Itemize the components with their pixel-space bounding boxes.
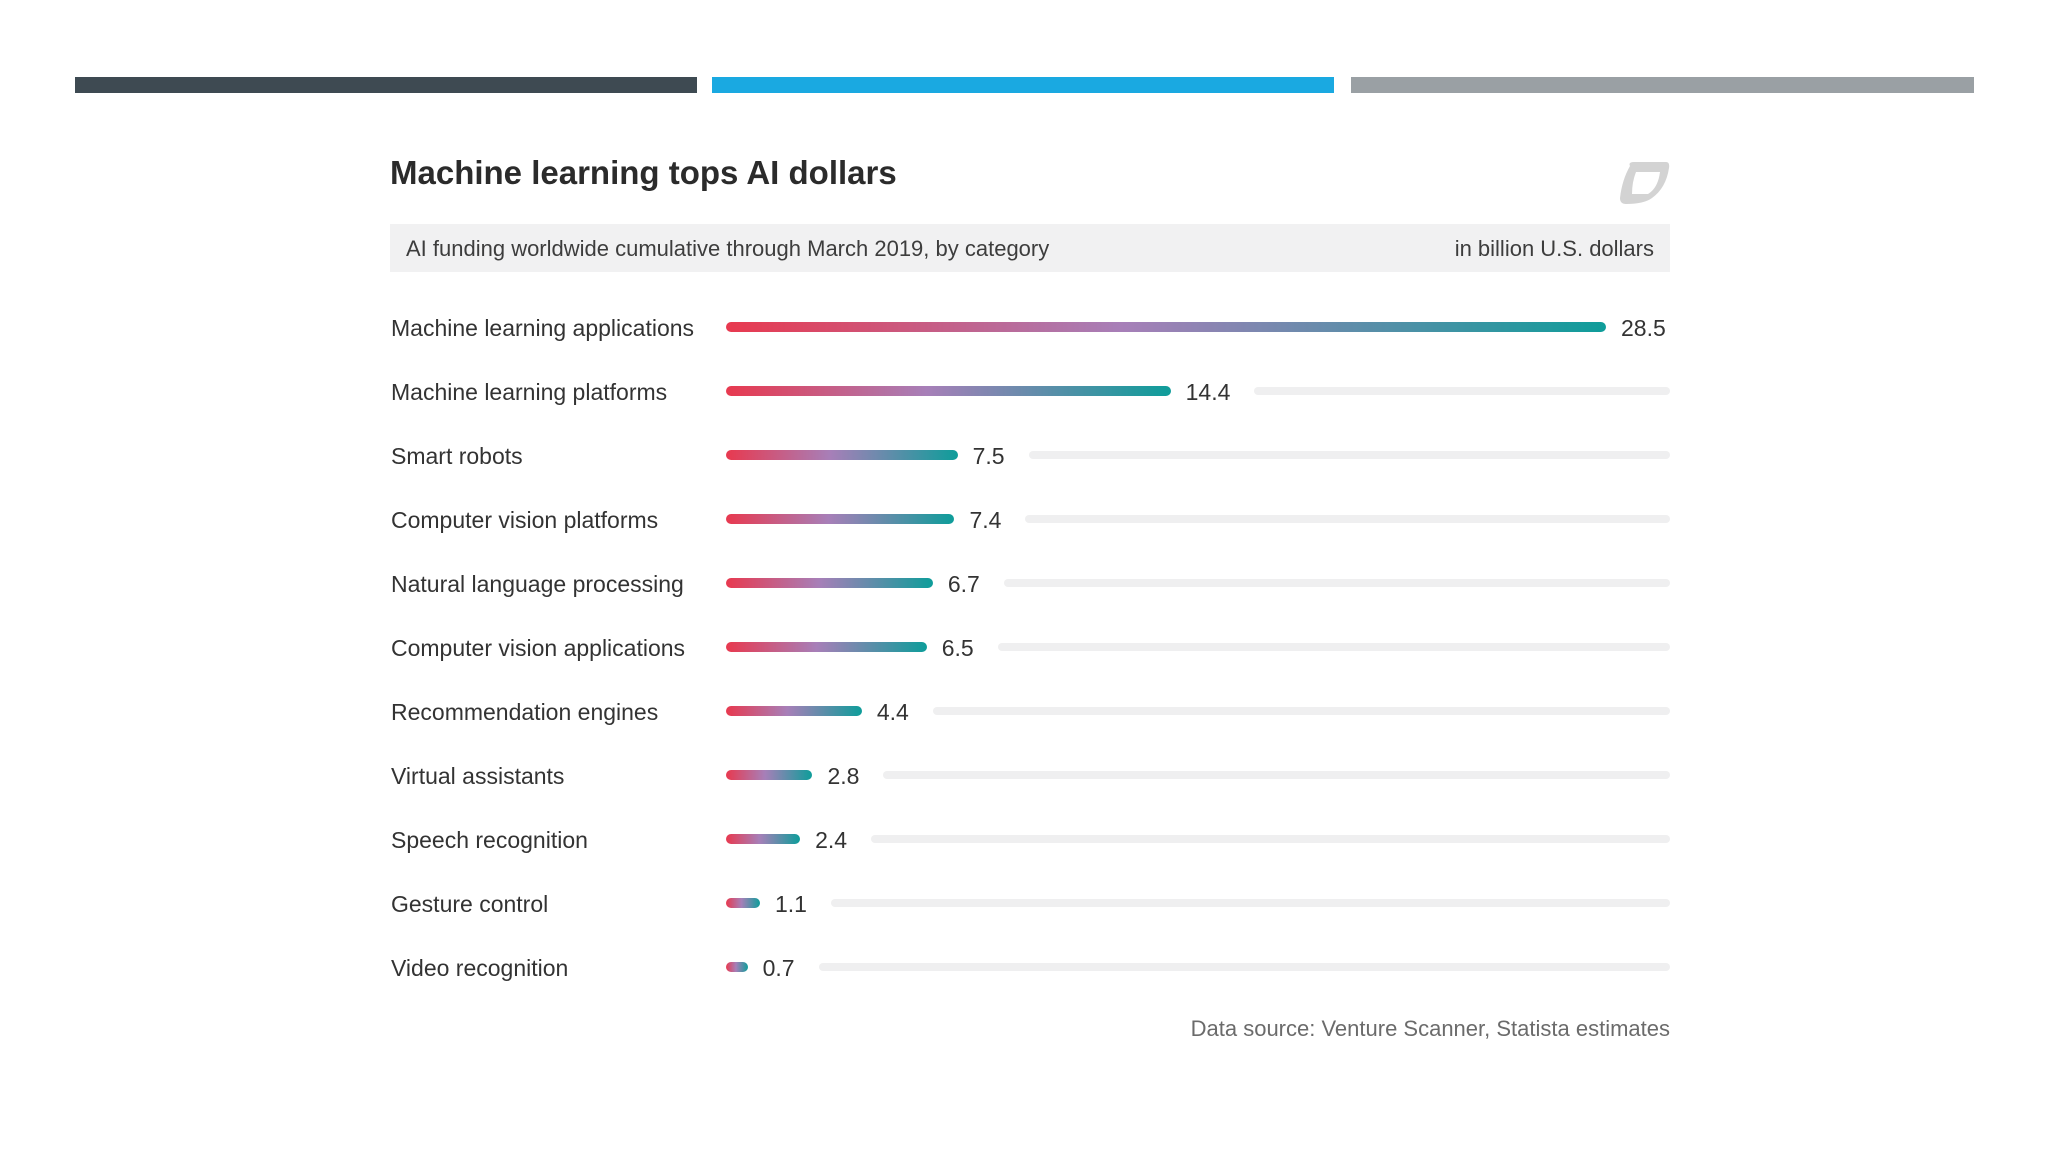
subtitle-band: AI funding worldwide cumulative through … (390, 224, 1670, 272)
bar-row: Recommendation engines 4.4 (390, 691, 1670, 731)
bar-track (830, 899, 1670, 907)
bar-row: Video recognition 0.7 (390, 947, 1670, 987)
bar (726, 834, 801, 844)
top-accent-bar-blue (712, 77, 1334, 93)
data-source: Data source: Venture Scanner, Statista e… (1190, 1016, 1670, 1041)
bar-row: Natural language processing 6.7 (390, 563, 1670, 603)
category-label: Natural language processing (391, 571, 684, 597)
bar (726, 578, 933, 588)
bar (726, 706, 862, 716)
bar-row: Computer vision platforms 7.4 (390, 499, 1670, 539)
statista-logo-icon (1620, 162, 1670, 204)
value-label: 4.4 (876, 699, 909, 725)
bar-row: Virtual assistants 2.8 (390, 755, 1670, 795)
bar-row: Smart robots 7.5 (390, 435, 1670, 475)
bar-track (1028, 451, 1670, 459)
category-label: Machine learning applications (391, 315, 695, 341)
bar (726, 450, 958, 460)
category-label: Speech recognition (391, 827, 588, 853)
bar (726, 642, 927, 652)
bar-row: Machine learning applications 28.5 (390, 307, 1670, 347)
bar (726, 386, 1171, 396)
bar-row: Gesture control 1.1 (390, 883, 1670, 923)
value-label: 14.4 (1185, 379, 1231, 405)
category-label: Computer vision platforms (391, 507, 659, 533)
value-label: 6.5 (941, 635, 974, 661)
value-label: 2.4 (815, 827, 848, 853)
value-label: 1.1 (774, 891, 807, 917)
bar-track (997, 643, 1670, 651)
bar-track (1003, 579, 1670, 587)
value-label: 7.4 (969, 507, 1002, 533)
value-label: 28.5 (1621, 315, 1666, 341)
bar-track (883, 771, 1670, 779)
bar-track (818, 963, 1670, 971)
value-label: 6.7 (947, 571, 980, 597)
bar-row: Computer vision applications 6.5 (390, 627, 1670, 667)
category-label: Smart robots (391, 443, 523, 469)
bar-track (932, 707, 1670, 715)
bar (726, 962, 748, 972)
bar-chart: Machine learning tops AI dollars AI fund… (390, 150, 1670, 1060)
bar (726, 322, 1606, 332)
chart-title: Machine learning tops AI dollars (390, 154, 897, 191)
bar-row: Machine learning platforms 14.4 (390, 371, 1670, 411)
bar (726, 514, 955, 524)
bar (726, 898, 760, 908)
bar-track (871, 835, 1670, 843)
bar-track (1253, 387, 1670, 395)
bar-track (1025, 515, 1670, 523)
chart-subtitle: AI funding worldwide cumulative through … (406, 236, 1050, 261)
category-label: Gesture control (391, 891, 549, 917)
top-accent-bar-gray (1351, 77, 1974, 93)
value-label: 2.8 (827, 763, 860, 789)
category-label: Virtual assistants (391, 763, 565, 789)
category-label: Computer vision applications (391, 635, 686, 661)
category-label: Video recognition (391, 955, 569, 981)
category-label: Machine learning platforms (391, 379, 668, 405)
unit-label: in billion U.S. dollars (1454, 236, 1654, 261)
bar-row: Speech recognition 2.4 (390, 819, 1670, 859)
value-label: 7.5 (972, 443, 1005, 469)
top-accent-bar-dark (75, 77, 697, 93)
category-label: Recommendation engines (391, 699, 659, 725)
bar (726, 770, 813, 780)
value-label: 0.7 (762, 955, 795, 981)
